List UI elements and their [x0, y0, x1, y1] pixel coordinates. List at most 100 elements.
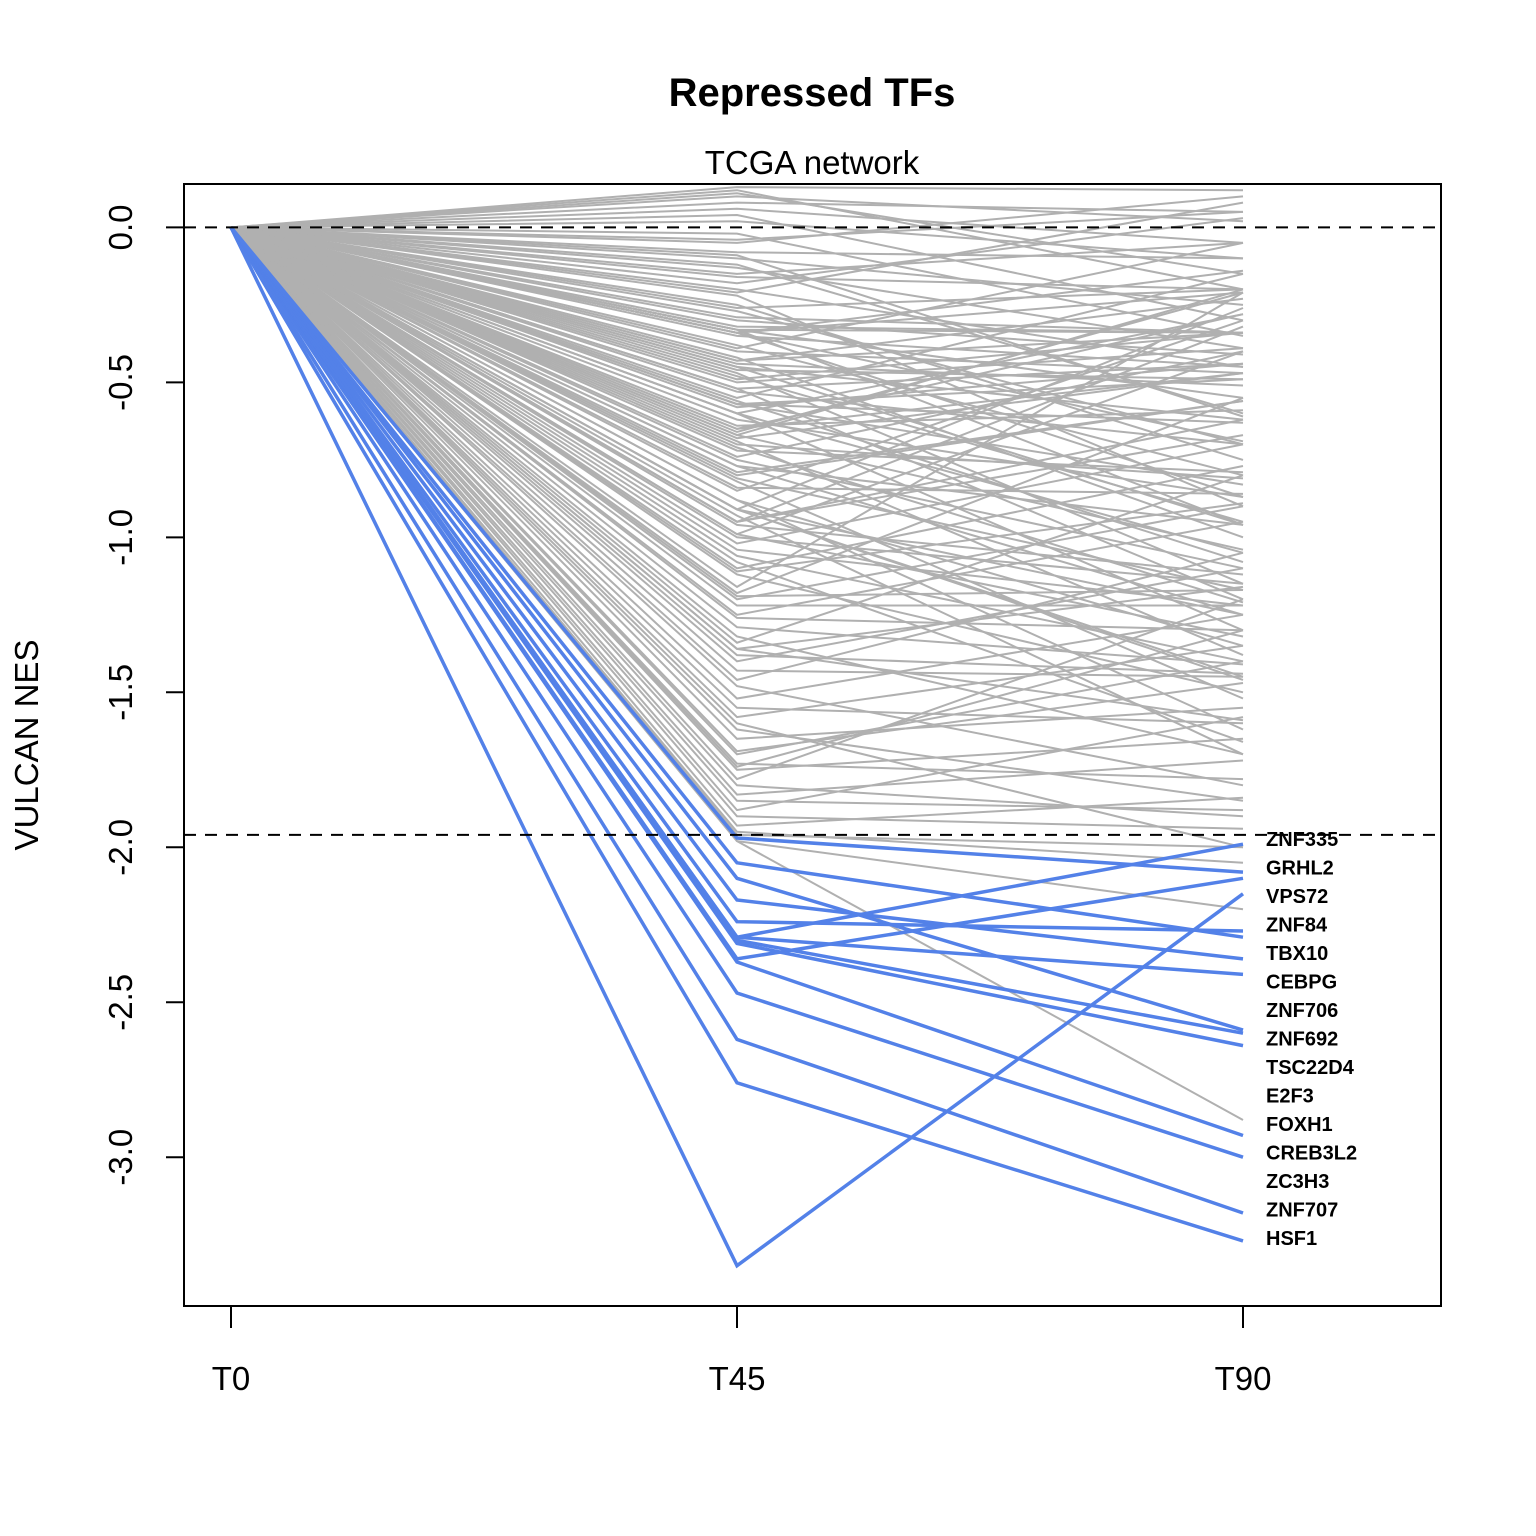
background-series-line: [230, 226, 1244, 523]
tf-label: CEBPG: [1266, 972, 1337, 994]
background-series-line: [230, 226, 1244, 446]
background-series-line: [230, 226, 1244, 595]
background-series-line: [230, 186, 1244, 229]
background-series-line: [230, 189, 1244, 291]
background-series-line: [230, 226, 1244, 461]
background-series-line: [230, 226, 1244, 743]
chart-title: Repressed TFs: [669, 71, 956, 115]
background-series-line: [230, 226, 1244, 681]
tf-label-group: ZNF335 GRHL2 VPS72 ZNF84 TBX10 CEBPG ZNF706 ZNF…: [1266, 829, 1357, 1250]
background-series-line: [230, 226, 1244, 616]
highlighted-series-group: [229, 226, 1245, 1269]
tf-label: CREB3L2: [1266, 1143, 1357, 1165]
background-series-line: [230, 226, 1244, 616]
background-series-line: [230, 226, 1244, 545]
x-axis: T0 T45 T90: [212, 1306, 1271, 1397]
background-series-line: [230, 207, 1244, 244]
background-series-line: [230, 226, 1244, 570]
background-series-line: [230, 226, 1244, 830]
background-series-line: [230, 226, 1244, 356]
background-series-line: [230, 226, 1244, 657]
background-series-line: [230, 226, 1244, 511]
tf-label: TBX10: [1266, 943, 1328, 965]
tf-label: ZNF707: [1266, 1200, 1338, 1222]
background-series-line: [230, 226, 1244, 477]
tf-label: GRHL2: [1266, 858, 1334, 880]
background-series-line: [230, 226, 1243, 607]
y-tick-label: 0.0: [102, 204, 139, 250]
background-series-line: [230, 226, 1244, 384]
highlighted-series-line: [229, 226, 1244, 874]
background-series-line: [230, 226, 1244, 756]
background-series-line: [230, 192, 1244, 275]
background-series-line: [230, 226, 1244, 337]
background-series-line: [230, 226, 1244, 368]
background-series-line: [230, 226, 1244, 787]
y-tick-label: -2.5: [102, 974, 139, 1031]
background-series-line: [230, 226, 1244, 275]
background-series-line: [230, 226, 1244, 474]
background-series-line: [230, 201, 1244, 294]
background-series-line: [230, 226, 1244, 849]
plot-area: [184, 186, 1441, 1269]
highlighted-series-line: [229, 226, 1244, 1032]
highlighted-series-line: [229, 226, 1245, 1269]
tf-label: FOXH1: [1266, 1114, 1333, 1136]
highlighted-series-line: [229, 226, 1244, 1159]
background-series-line: [230, 226, 1244, 415]
background-series-line: [230, 226, 1244, 700]
background-series-line: [230, 226, 1244, 796]
background-series-line: [230, 226, 1244, 551]
y-tick-label: -2.0: [102, 819, 139, 876]
plot-frame: [183, 183, 1442, 1307]
background-series-line: [230, 226, 1244, 601]
tf-label: TSC22D4: [1266, 1057, 1355, 1079]
background-series-line: [230, 226, 1244, 756]
background-series-line: [230, 226, 1244, 802]
tf-label: VPS72: [1266, 886, 1328, 908]
background-series-line: [230, 226, 1244, 508]
tf-label: ZC3H3: [1266, 1171, 1329, 1193]
background-series-line: [230, 201, 1244, 229]
background-series-line: [230, 226, 1244, 719]
highlighted-series-line: [229, 226, 1244, 1215]
chart-subtitle: TCGA network: [705, 144, 920, 181]
highlighted-series-line: [229, 226, 1244, 961]
background-series-line: [230, 226, 1244, 694]
background-series-line: [230, 226, 1244, 399]
background-series-line: [230, 226, 1244, 526]
background-series-line: [230, 226, 1244, 306]
background-series-line: [230, 226, 1244, 443]
background-series-line: [230, 226, 1244, 700]
tf-label: HSF1: [1266, 1228, 1317, 1250]
background-series-line: [230, 226, 1244, 474]
background-series-line: [230, 226, 1244, 310]
background-series-line: [230, 210, 1244, 241]
background-series-line: [230, 226, 1244, 638]
y-tick-label: -1.5: [102, 664, 139, 721]
highlighted-series-line: [229, 226, 1244, 977]
background-series-line: [230, 226, 1244, 812]
highlighted-series-line: [229, 226, 1244, 961]
highlighted-series-line: [229, 226, 1244, 939]
x-tick-label: T45: [709, 1360, 766, 1397]
background-series-line: [230, 226, 1244, 554]
background-series-line: [230, 226, 1244, 350]
background-series-line: [230, 226, 1244, 650]
tf-label: ZNF706: [1266, 1000, 1338, 1022]
background-series-line: [230, 226, 1244, 607]
tf-label: ZNF84: [1266, 915, 1328, 937]
background-series-line: [230, 217, 1244, 285]
background-series-line: [230, 226, 1244, 421]
y-tick-label: -3.0: [102, 1129, 139, 1186]
y-axis: 0.0 -0.5 -1.0 -1.5 -2.0 -2.5 -3.0: [102, 204, 185, 1186]
background-series-line: [230, 226, 1244, 409]
highlighted-series-line: [229, 226, 1244, 933]
x-tick-label: T0: [212, 1360, 251, 1397]
background-series-line: [230, 226, 1244, 675]
background-series-line: [230, 195, 1244, 229]
y-axis-label: VULCAN NES: [8, 640, 45, 851]
y-tick-label: -0.5: [102, 354, 139, 411]
background-series-line: [230, 226, 1244, 375]
